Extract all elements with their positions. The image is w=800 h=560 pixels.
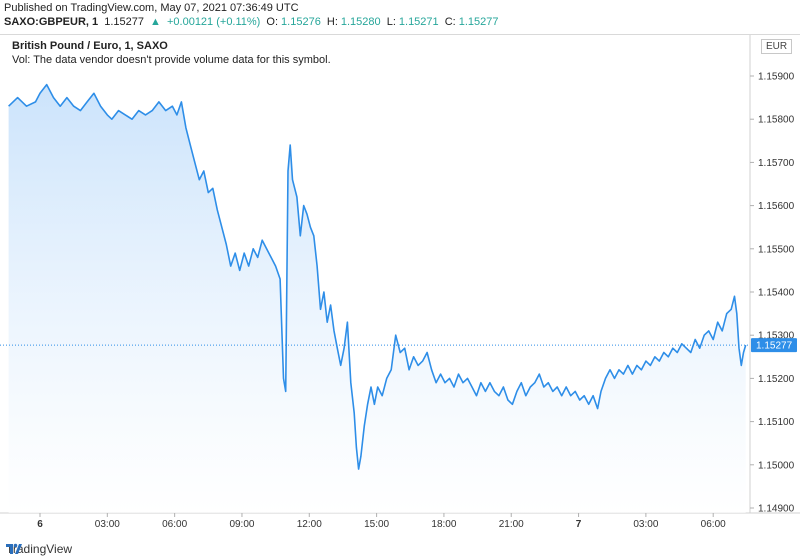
y-tick-label: 1.15000	[758, 460, 795, 471]
high-label: H:	[326, 16, 338, 28]
footer: TradingView	[0, 538, 800, 560]
chart-header: Published on TradingView.com, May 07, 20…	[0, 0, 800, 34]
legend-title: British Pound / Euro, 1, SAXO	[12, 40, 168, 52]
y-tick-label: 1.15100	[758, 417, 795, 428]
ohlc-line: SAXO:GBPEUR, 1 1.15277 ▲ +0.00121 (+0.11…	[4, 16, 501, 28]
price-line	[8, 83, 747, 470]
x-tick-label: 7	[576, 519, 582, 530]
y-tick-label: 1.15600	[758, 201, 795, 212]
last-price: 1.15277	[104, 16, 144, 28]
x-tick-label: 12:00	[297, 519, 322, 530]
y-tick-label: 1.15500	[758, 244, 795, 255]
high-value: 1.15280	[340, 16, 381, 28]
y-tick-label: 1.15400	[758, 288, 795, 299]
x-tick-label: 09:00	[229, 519, 254, 530]
x-tick-label: 06:00	[701, 519, 726, 530]
price-chart[interactable]: 1.15900 1.15800 1.15700 1.15600 1.15500 1.154…	[0, 35, 800, 539]
open-label: O:	[266, 16, 279, 28]
chart-area[interactable]: 1.15900 1.15800 1.15700 1.15600 1.15500 1.154…	[0, 34, 800, 539]
close-value: 1.15277	[458, 16, 499, 28]
current-price-label: 1.15277	[756, 341, 793, 352]
published-note: Published on TradingView.com, May 07, 20…	[4, 2, 299, 14]
currency-badge[interactable]: EUR	[761, 39, 793, 54]
change-arrow-icon: ▲	[150, 16, 161, 28]
y-tick-label: 1.15700	[758, 158, 795, 169]
x-tick-label: 6	[37, 519, 43, 530]
y-tick-label: 1.14900	[758, 504, 795, 515]
tradingview-logo[interactable]: TradingView	[6, 542, 72, 556]
x-tick-label: 03:00	[633, 519, 658, 530]
x-tick-label: 15:00	[364, 519, 389, 530]
low-value: 1.15271	[398, 16, 439, 28]
volume-note: Vol: The data vendor doesn't provide vol…	[12, 54, 331, 66]
y-tick-label: 1.15200	[758, 374, 795, 385]
x-tick-label: 06:00	[162, 519, 187, 530]
open-value: 1.15276	[281, 16, 321, 28]
symbol-label[interactable]: SAXO:GBPEUR, 1	[4, 16, 99, 28]
price-area	[8, 84, 746, 513]
y-tick-label: 1.15800	[758, 115, 795, 126]
y-tick-label: 1.15300	[758, 331, 795, 342]
x-tick-label: 03:00	[95, 519, 120, 530]
tradingview-logo-icon	[6, 543, 22, 554]
x-tick-label: 21:00	[499, 519, 524, 530]
close-label: C:	[444, 16, 456, 28]
y-tick-label: 1.15900	[758, 72, 795, 83]
brand-name: TradingView	[6, 542, 73, 556]
price-change: +0.00121 (+0.11%)	[166, 16, 261, 28]
x-tick-label: 18:00	[431, 519, 456, 530]
low-label: L:	[386, 16, 396, 28]
current-price-badge	[751, 338, 797, 353]
